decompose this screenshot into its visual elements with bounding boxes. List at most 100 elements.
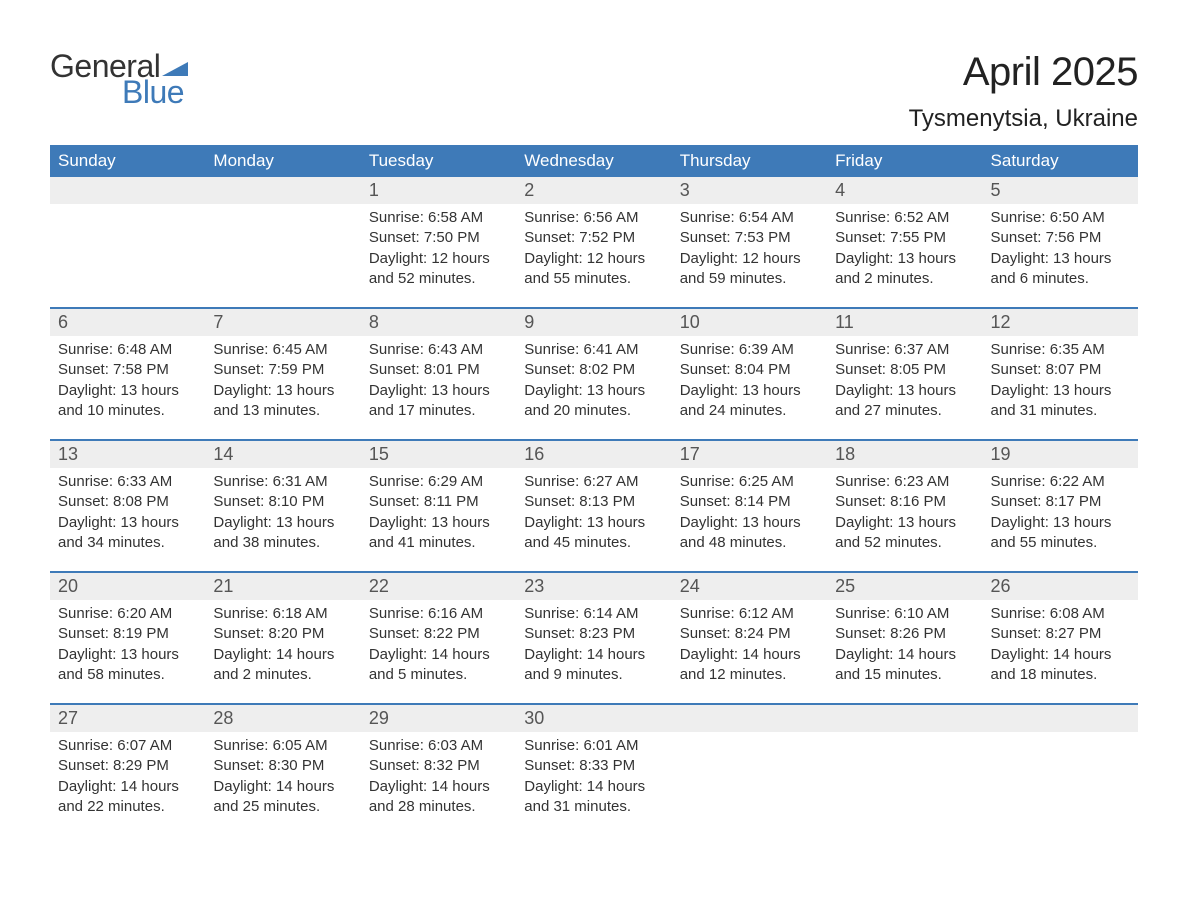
sunrise-line: Sunrise: 6:43 AM [369, 340, 508, 360]
daylight-line: Daylight: 13 hours and 52 minutes. [835, 513, 974, 554]
day-body: Sunrise: 6:10 AMSunset: 8:26 PMDaylight:… [827, 600, 982, 685]
sunrise-line: Sunrise: 6:31 AM [213, 472, 352, 492]
day-body: Sunrise: 6:31 AMSunset: 8:10 PMDaylight:… [205, 468, 360, 553]
day-body: Sunrise: 6:33 AMSunset: 8:08 PMDaylight:… [50, 468, 205, 553]
sunrise-line: Sunrise: 6:16 AM [369, 604, 508, 624]
day-cell: 9Sunrise: 6:41 AMSunset: 8:02 PMDaylight… [516, 309, 671, 439]
sunset-line: Sunset: 7:59 PM [213, 360, 352, 380]
day-cell: 8Sunrise: 6:43 AMSunset: 8:01 PMDaylight… [361, 309, 516, 439]
sunrise-line: Sunrise: 6:56 AM [524, 208, 663, 228]
day-body: Sunrise: 6:41 AMSunset: 8:02 PMDaylight:… [516, 336, 671, 421]
day-body: Sunrise: 6:22 AMSunset: 8:17 PMDaylight:… [983, 468, 1138, 553]
logo: General Blue [50, 50, 188, 108]
day-cell: 24Sunrise: 6:12 AMSunset: 8:24 PMDayligh… [672, 573, 827, 703]
week-row: 27Sunrise: 6:07 AMSunset: 8:29 PMDayligh… [50, 703, 1138, 835]
sunrise-line: Sunrise: 6:03 AM [369, 736, 508, 756]
day-number: 13 [50, 441, 205, 468]
day-cell: 14Sunrise: 6:31 AMSunset: 8:10 PMDayligh… [205, 441, 360, 571]
sunset-line: Sunset: 8:17 PM [991, 492, 1130, 512]
daylight-line: Daylight: 13 hours and 6 minutes. [991, 249, 1130, 290]
day-body: Sunrise: 6:12 AMSunset: 8:24 PMDaylight:… [672, 600, 827, 685]
sunrise-line: Sunrise: 6:52 AM [835, 208, 974, 228]
daylight-line: Daylight: 13 hours and 38 minutes. [213, 513, 352, 554]
day-cell: 28Sunrise: 6:05 AMSunset: 8:30 PMDayligh… [205, 705, 360, 835]
day-cell [827, 705, 982, 835]
sunset-line: Sunset: 7:53 PM [680, 228, 819, 248]
daylight-line: Daylight: 12 hours and 52 minutes. [369, 249, 508, 290]
calendar: SundayMondayTuesdayWednesdayThursdayFrid… [50, 145, 1138, 835]
day-body: Sunrise: 6:56 AMSunset: 7:52 PMDaylight:… [516, 204, 671, 289]
daylight-line: Daylight: 13 hours and 55 minutes. [991, 513, 1130, 554]
day-number [205, 177, 360, 204]
daylight-line: Daylight: 14 hours and 28 minutes. [369, 777, 508, 818]
daylight-line: Daylight: 13 hours and 58 minutes. [58, 645, 197, 686]
daylight-line: Daylight: 14 hours and 31 minutes. [524, 777, 663, 818]
day-number: 29 [361, 705, 516, 732]
sunrise-line: Sunrise: 6:39 AM [680, 340, 819, 360]
day-cell: 7Sunrise: 6:45 AMSunset: 7:59 PMDaylight… [205, 309, 360, 439]
day-number: 1 [361, 177, 516, 204]
day-body: Sunrise: 6:35 AMSunset: 8:07 PMDaylight:… [983, 336, 1138, 421]
day-body: Sunrise: 6:45 AMSunset: 7:59 PMDaylight:… [205, 336, 360, 421]
day-cell: 21Sunrise: 6:18 AMSunset: 8:20 PMDayligh… [205, 573, 360, 703]
day-body: Sunrise: 6:43 AMSunset: 8:01 PMDaylight:… [361, 336, 516, 421]
sunset-line: Sunset: 8:19 PM [58, 624, 197, 644]
day-body: Sunrise: 6:37 AMSunset: 8:05 PMDaylight:… [827, 336, 982, 421]
daylight-line: Daylight: 14 hours and 15 minutes. [835, 645, 974, 686]
day-body: Sunrise: 6:48 AMSunset: 7:58 PMDaylight:… [50, 336, 205, 421]
sunrise-line: Sunrise: 6:01 AM [524, 736, 663, 756]
sunrise-line: Sunrise: 6:25 AM [680, 472, 819, 492]
weekday-header: Tuesday [361, 145, 516, 177]
day-cell [205, 177, 360, 307]
day-body: Sunrise: 6:16 AMSunset: 8:22 PMDaylight:… [361, 600, 516, 685]
day-number [827, 705, 982, 732]
sunrise-line: Sunrise: 6:22 AM [991, 472, 1130, 492]
sunset-line: Sunset: 8:13 PM [524, 492, 663, 512]
day-cell: 25Sunrise: 6:10 AMSunset: 8:26 PMDayligh… [827, 573, 982, 703]
day-cell: 26Sunrise: 6:08 AMSunset: 8:27 PMDayligh… [983, 573, 1138, 703]
day-cell: 4Sunrise: 6:52 AMSunset: 7:55 PMDaylight… [827, 177, 982, 307]
sunrise-line: Sunrise: 6:45 AM [213, 340, 352, 360]
sunrise-line: Sunrise: 6:12 AM [680, 604, 819, 624]
daylight-line: Daylight: 13 hours and 45 minutes. [524, 513, 663, 554]
day-cell: 20Sunrise: 6:20 AMSunset: 8:19 PMDayligh… [50, 573, 205, 703]
sunrise-line: Sunrise: 6:10 AM [835, 604, 974, 624]
day-number: 23 [516, 573, 671, 600]
sunset-line: Sunset: 8:16 PM [835, 492, 974, 512]
day-cell: 22Sunrise: 6:16 AMSunset: 8:22 PMDayligh… [361, 573, 516, 703]
sunrise-line: Sunrise: 6:08 AM [991, 604, 1130, 624]
day-cell: 23Sunrise: 6:14 AMSunset: 8:23 PMDayligh… [516, 573, 671, 703]
sunrise-line: Sunrise: 6:41 AM [524, 340, 663, 360]
sunset-line: Sunset: 8:02 PM [524, 360, 663, 380]
day-body: Sunrise: 6:27 AMSunset: 8:13 PMDaylight:… [516, 468, 671, 553]
day-cell: 2Sunrise: 6:56 AMSunset: 7:52 PMDaylight… [516, 177, 671, 307]
day-number: 30 [516, 705, 671, 732]
day-cell: 6Sunrise: 6:48 AMSunset: 7:58 PMDaylight… [50, 309, 205, 439]
day-body: Sunrise: 6:52 AMSunset: 7:55 PMDaylight:… [827, 204, 982, 289]
day-number: 12 [983, 309, 1138, 336]
sunset-line: Sunset: 7:55 PM [835, 228, 974, 248]
sunset-line: Sunset: 8:30 PM [213, 756, 352, 776]
day-body: Sunrise: 6:07 AMSunset: 8:29 PMDaylight:… [50, 732, 205, 817]
day-number: 4 [827, 177, 982, 204]
day-number: 21 [205, 573, 360, 600]
day-number: 5 [983, 177, 1138, 204]
day-cell [50, 177, 205, 307]
daylight-line: Daylight: 12 hours and 55 minutes. [524, 249, 663, 290]
daylight-line: Daylight: 14 hours and 22 minutes. [58, 777, 197, 818]
daylight-line: Daylight: 13 hours and 10 minutes. [58, 381, 197, 422]
sunrise-line: Sunrise: 6:27 AM [524, 472, 663, 492]
sunrise-line: Sunrise: 6:18 AM [213, 604, 352, 624]
daylight-line: Daylight: 13 hours and 24 minutes. [680, 381, 819, 422]
daylight-line: Daylight: 14 hours and 12 minutes. [680, 645, 819, 686]
daylight-line: Daylight: 13 hours and 27 minutes. [835, 381, 974, 422]
sunrise-line: Sunrise: 6:58 AM [369, 208, 508, 228]
day-cell: 1Sunrise: 6:58 AMSunset: 7:50 PMDaylight… [361, 177, 516, 307]
day-number: 8 [361, 309, 516, 336]
day-cell: 17Sunrise: 6:25 AMSunset: 8:14 PMDayligh… [672, 441, 827, 571]
day-cell: 11Sunrise: 6:37 AMSunset: 8:05 PMDayligh… [827, 309, 982, 439]
daylight-line: Daylight: 13 hours and 2 minutes. [835, 249, 974, 290]
day-number: 7 [205, 309, 360, 336]
daylight-line: Daylight: 14 hours and 25 minutes. [213, 777, 352, 818]
sunrise-line: Sunrise: 6:37 AM [835, 340, 974, 360]
